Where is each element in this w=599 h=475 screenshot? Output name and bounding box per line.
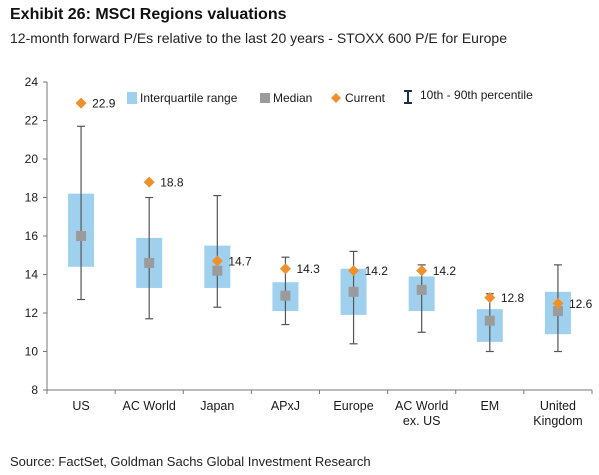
x-category-label: APxJ: [271, 399, 300, 413]
legend-iqr-swatch: [127, 92, 137, 104]
x-category-label: ex. US: [403, 414, 441, 428]
y-tick-label: 8: [31, 383, 38, 397]
median-marker: [484, 315, 495, 326]
median-marker: [348, 286, 359, 297]
median-marker: [552, 306, 563, 317]
legend-range-label: 10th - 90th percentile: [420, 88, 533, 102]
current-marker: [279, 263, 291, 275]
y-tick-label: 16: [25, 229, 39, 243]
y-tick-label: 22: [25, 114, 39, 128]
current-value-label: 22.9: [92, 97, 116, 111]
legend-median-label: Median: [273, 91, 312, 105]
median-marker: [144, 257, 155, 268]
median-marker: [280, 290, 291, 301]
median-marker: [76, 231, 87, 241]
current-value-label: 14.2: [433, 264, 457, 278]
current-marker: [348, 265, 360, 277]
y-tick-label: 12: [25, 306, 39, 320]
current-value-label: 18.8: [160, 176, 184, 190]
chart-title: Exhibit 26: MSCI Regions valuations: [10, 6, 287, 23]
median-marker: [212, 265, 223, 276]
current-marker: [143, 176, 155, 188]
x-category-label: AC World: [123, 399, 176, 413]
x-category-label: US: [72, 399, 89, 413]
y-tick-label: 20: [25, 152, 39, 166]
x-category-label: United: [540, 399, 576, 413]
x-category-label: Kingdom: [533, 414, 582, 428]
y-tick-label: 24: [25, 75, 39, 89]
median-marker: [416, 284, 427, 295]
x-category-label: EM: [480, 399, 499, 413]
current-marker: [484, 292, 496, 304]
legend-median-swatch: [260, 93, 270, 103]
source-note: Source: FactSet, Goldman Sachs Global In…: [10, 454, 371, 469]
current-value-label: 14.2: [365, 264, 389, 278]
legend-current-label: Current: [345, 91, 386, 105]
x-category-label: AC World: [395, 399, 448, 413]
x-category-label: Japan: [200, 399, 234, 413]
current-value-label: 14.7: [228, 255, 252, 269]
current-marker: [552, 297, 564, 309]
current-marker: [416, 265, 428, 277]
chart-subtitle: 12-month forward P/Es relative to the la…: [10, 30, 507, 46]
current-marker: [75, 97, 87, 109]
current-value-label: 12.6: [569, 297, 593, 311]
current-marker: [211, 255, 223, 267]
y-tick-label: 14: [25, 268, 39, 282]
legend-iqr-label: Interquartile range: [140, 91, 238, 105]
y-tick-label: 10: [25, 345, 39, 359]
y-tick-label: 18: [25, 191, 39, 205]
current-value-label: 12.8: [501, 291, 525, 305]
current-value-label: 14.3: [296, 262, 320, 276]
legend-current-swatch: [331, 93, 341, 103]
x-category-label: Europe: [333, 399, 373, 413]
